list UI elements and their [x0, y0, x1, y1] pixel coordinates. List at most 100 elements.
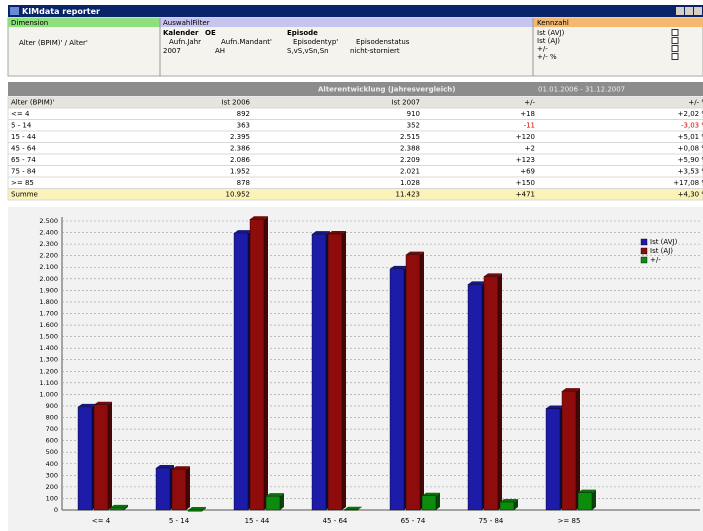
y-tick-label: 400 — [46, 460, 58, 468]
bar-side — [514, 499, 518, 510]
y-tick-label: 2.100 — [39, 263, 58, 271]
row-cell: 2.515 — [400, 133, 420, 141]
row-bg — [7, 165, 703, 178]
filter-field: Episodentyp' — [293, 38, 338, 46]
y-tick-label: 2.400 — [39, 229, 58, 237]
bar-top — [94, 401, 112, 405]
panel-title: Kennzahl — [537, 19, 569, 27]
x-tick-label: 65 - 74 — [401, 517, 426, 525]
dimension-item[interactable]: Alter (BPIM)' / Alter' — [19, 39, 88, 47]
app-icon — [10, 7, 19, 15]
bar — [171, 469, 187, 511]
kennzahl-item: Ist (AVJ) — [537, 29, 565, 37]
bar-top — [266, 493, 284, 497]
kennzahl-header — [533, 18, 703, 27]
checkbox[interactable] — [671, 29, 679, 36]
row-cell: +123 — [516, 156, 535, 164]
y-tick-label: 1.900 — [39, 286, 58, 294]
kennzahl-item: Ist (AJ) — [537, 37, 560, 45]
row-cell: +2 — [525, 144, 535, 152]
bar-top — [172, 466, 190, 470]
checkbox[interactable] — [671, 45, 679, 52]
bar-side — [498, 273, 502, 510]
kennzahl-item: +/- — [537, 45, 548, 53]
chart-area — [8, 207, 703, 531]
total-cell: Summe — [11, 190, 38, 198]
x-tick-label: 75 - 84 — [479, 517, 504, 525]
row-cell: 2.209 — [400, 156, 420, 164]
y-tick-label: 2.500 — [39, 217, 58, 225]
bar — [187, 509, 203, 512]
kennzahl-item: +/- % — [537, 53, 557, 61]
y-tick-label: 600 — [46, 437, 58, 445]
bar-side — [124, 504, 128, 510]
bar — [421, 495, 437, 511]
row-cell: +18 — [520, 110, 535, 118]
bar-top — [156, 465, 174, 469]
row-cell: 352 — [407, 121, 420, 129]
title-bar — [8, 5, 703, 17]
filter-value: AH — [215, 47, 225, 55]
bar — [577, 492, 593, 511]
bar — [233, 232, 249, 511]
bar-side — [108, 401, 112, 510]
filter-area — [7, 17, 703, 77]
bar-top — [546, 405, 564, 409]
y-tick-label: 1.800 — [39, 298, 58, 306]
x-tick-label: >= 85 — [558, 517, 581, 525]
bar-top — [484, 273, 502, 277]
legend-swatch — [640, 247, 648, 255]
report-period: 01.01.2006 - 31.12.2007 — [538, 86, 625, 94]
panel-title: Dimension — [11, 19, 48, 27]
panel-title: AuswahlFilter — [163, 19, 210, 27]
filter-value: nicht-storniert — [350, 47, 400, 55]
window-controls[interactable] — [676, 7, 702, 15]
bar-top — [312, 231, 330, 235]
bar — [467, 284, 483, 511]
row-bg — [7, 142, 703, 155]
maximize[interactable] — [685, 7, 693, 15]
bar-side — [358, 506, 362, 510]
row-cell: 878 — [237, 179, 250, 187]
y-tick-label: 100 — [46, 494, 58, 502]
y-tick-label: 1.100 — [39, 379, 58, 387]
y-tick-label: 200 — [46, 483, 58, 491]
filter-group: OE — [205, 29, 216, 37]
row-cell: 910 — [407, 110, 420, 118]
bar-top — [110, 504, 128, 508]
report-title: Alterentwicklung (Jahresvergleich) — [318, 86, 455, 94]
y-tick-label: 700 — [46, 425, 58, 433]
y-tick-label: 1.300 — [39, 356, 58, 364]
header-cell: +/- — [524, 99, 535, 107]
header-cell: +/- % — [688, 99, 703, 107]
header-cell: Ist 2006 — [222, 99, 251, 107]
x-tick-label: <= 4 — [92, 517, 111, 525]
bar-top — [78, 403, 96, 407]
row-cell: +2,02 % — [678, 110, 703, 118]
total-cell: +4,30 % — [678, 190, 703, 198]
bar — [545, 408, 561, 511]
close[interactable] — [694, 7, 702, 15]
y-tick-label: 2.300 — [39, 240, 58, 248]
top-margin — [0, 0, 703, 4]
row-cell: 75 - 84 — [11, 167, 36, 175]
row-cell: -11 — [524, 121, 535, 129]
row-cell: +3,53 % — [678, 167, 703, 175]
bar-top — [344, 506, 362, 510]
legend-label: +/- — [650, 256, 661, 264]
minimize[interactable] — [676, 7, 684, 15]
y-tick-label: 1.000 — [39, 390, 58, 398]
bar — [499, 501, 515, 511]
checkbox[interactable] — [671, 53, 679, 60]
row-cell: +0,08 % — [678, 144, 703, 152]
bar — [249, 219, 265, 511]
total-bg — [7, 188, 703, 201]
filter-field: Episodenstatus — [356, 38, 410, 46]
checkbox[interactable] — [671, 37, 679, 44]
dimension-header — [8, 18, 160, 27]
y-tick-label: 2.000 — [39, 275, 58, 283]
bar-side — [592, 489, 596, 510]
legend-swatch — [640, 256, 648, 264]
bar — [561, 390, 577, 511]
y-tick-label: 900 — [46, 402, 58, 410]
